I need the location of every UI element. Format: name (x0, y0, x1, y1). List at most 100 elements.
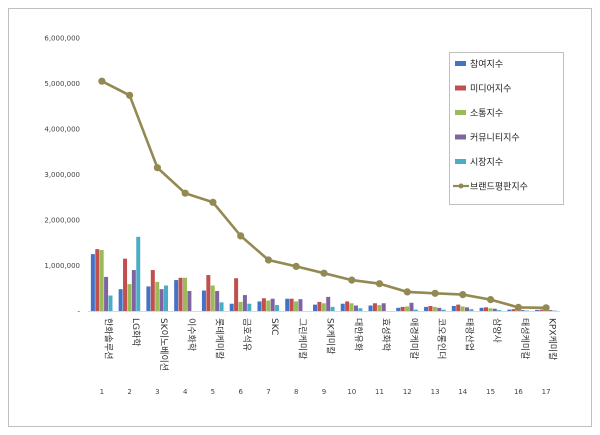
bar-참여지수-7 (257, 301, 262, 311)
category-label: 태광산업 (463, 318, 475, 351)
bar-미디어지수-8 (289, 298, 294, 311)
legend-swatch (455, 61, 466, 66)
bar-시장지수-13 (441, 309, 446, 311)
category-index: 9 (322, 388, 326, 396)
category-label: 태성케미칼 (519, 318, 530, 359)
brand-index-point-3 (153, 164, 161, 172)
category-index: 3 (155, 388, 159, 396)
bar-시장지수-5 (219, 302, 224, 311)
bar-커뮤니티지수-7 (270, 298, 275, 311)
bar-시장지수-2 (136, 236, 141, 311)
bar-커뮤니티지수-17 (548, 310, 553, 311)
bar-소통지수-11 (377, 305, 382, 311)
category-index: 16 (514, 388, 523, 396)
y-tick-label: 3,000,000 (44, 171, 80, 179)
x-axis: 한화솔루션 1 LG화학 2 SK이노베이션 3 이수화학 4 롯데케미칼 5 금호석유 6 SKC 7 그… (88, 311, 560, 396)
category-label: 삼양사 (491, 318, 502, 344)
category-label: 대한유화 (352, 318, 363, 351)
bar-시장지수-3 (164, 285, 169, 311)
bar-커뮤니티지수-15 (492, 308, 497, 311)
category-label: 금호석유 (241, 318, 252, 351)
bar-미디어지수-16 (511, 309, 516, 311)
legend-label: 미디어지수 (470, 84, 511, 95)
category-index: 14 (458, 388, 467, 396)
bars (90, 236, 557, 312)
legend-swatch (455, 159, 466, 164)
bar-미디어지수-11 (372, 303, 377, 311)
legend-box (449, 52, 564, 205)
category-index: 11 (375, 388, 384, 396)
bar-시장지수-7 (275, 305, 280, 311)
bar-커뮤니티지수-8 (298, 299, 303, 311)
bar-소통지수-6 (238, 301, 243, 311)
bar-소통지수-14 (460, 306, 465, 311)
bar-소통지수-2 (127, 284, 132, 311)
bar-소통지수-9 (321, 303, 326, 311)
bar-커뮤니티지수-13 (437, 307, 442, 311)
category-index: 6 (238, 388, 243, 396)
brand-index-point-10 (348, 276, 356, 284)
bar-참여지수-5 (201, 290, 206, 311)
legend-label: 커뮤니티지수 (470, 133, 520, 144)
brand-index-line (98, 77, 550, 312)
bar-소통지수-7 (266, 300, 271, 311)
bar-참여지수-14 (451, 306, 456, 311)
bar-참여지수-16 (507, 309, 512, 311)
category-index: 12 (403, 388, 412, 396)
y-tick-label: 5,000,000 (44, 80, 80, 88)
legend-swatch (455, 134, 466, 140)
legend-label: 브랜드평판지수 (470, 182, 528, 193)
brand-index-point-15 (487, 296, 495, 304)
brand-index-point-14 (459, 291, 467, 299)
brand-index-point-12 (403, 288, 411, 296)
category-index: 5 (211, 388, 215, 396)
legend-swatch (455, 110, 466, 115)
brand-index-point-6 (237, 232, 245, 240)
legend-marker (458, 183, 464, 189)
bar-커뮤니티지수-9 (326, 296, 331, 311)
category-index: 7 (266, 388, 270, 396)
bar-참여지수-4 (174, 280, 179, 311)
legend-label: 시장지수 (470, 157, 503, 168)
bar-미디어지수-17 (539, 309, 544, 311)
y-tick-label: - (77, 308, 80, 316)
bar-소통지수-13 (432, 306, 437, 311)
bar-시장지수-9 (330, 306, 335, 311)
bar-참여지수-17 (535, 309, 540, 311)
bar-참여지수-8 (285, 298, 290, 311)
category-index: 13 (431, 388, 440, 396)
category-index: 10 (347, 388, 356, 396)
bar-참여지수-9 (313, 304, 317, 311)
bar-미디어지수-3 (150, 270, 155, 311)
bar-커뮤니티지수-10 (353, 305, 358, 311)
bar-커뮤니티지수-2 (131, 270, 136, 311)
brand-index-point-9 (320, 269, 328, 277)
bar-참여지수-12 (396, 307, 401, 311)
brand-index-point-8 (292, 262, 300, 270)
bar-커뮤니티지수-12 (409, 302, 414, 311)
bar-소통지수-10 (349, 303, 354, 311)
bar-참여지수-6 (229, 303, 234, 311)
brand-index-point-4 (181, 189, 189, 197)
bar-미디어지수-1 (95, 249, 100, 311)
bar-미디어지수-5 (206, 275, 211, 311)
bar-참여지수-1 (90, 254, 95, 312)
bar-미디어지수-4 (178, 277, 183, 311)
bar-미디어지수-7 (261, 298, 266, 311)
bar-커뮤니티지수-4 (187, 290, 192, 311)
category-index: 1 (100, 388, 104, 396)
bar-소통지수-1 (99, 250, 104, 311)
brand-index-point-13 (431, 289, 439, 297)
bar-참여지수-15 (479, 307, 484, 311)
bar-소통지수-3 (155, 281, 160, 311)
bar-미디어지수-15 (483, 307, 488, 311)
category-index: 17 (542, 388, 551, 396)
bar-미디어지수-10 (345, 301, 350, 311)
bar-커뮤니티지수-1 (104, 276, 109, 312)
y-tick-label: 4,000,000 (44, 126, 80, 134)
category-index: 15 (486, 388, 495, 396)
bar-소통지수-8 (294, 301, 299, 311)
bar-시장지수-10 (358, 308, 363, 311)
